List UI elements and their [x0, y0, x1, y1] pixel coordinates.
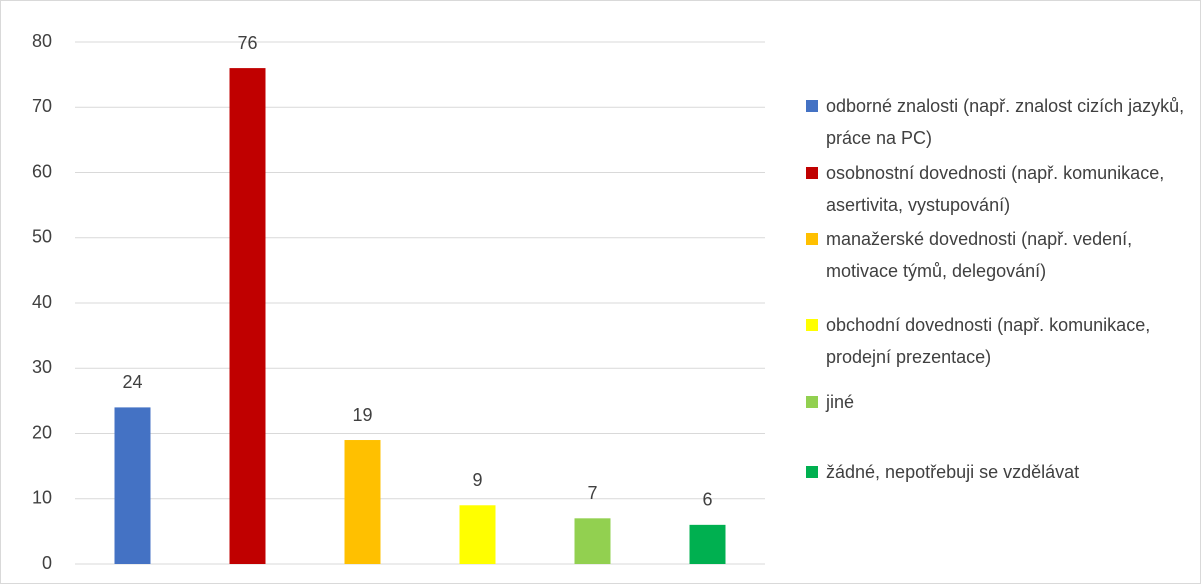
bar — [114, 407, 151, 564]
y-tick-label: 50 — [32, 227, 52, 247]
legend-swatch — [806, 466, 818, 478]
legend-item: manažerské dovednosti (např. vedení, mot… — [806, 223, 1196, 287]
legend-label: žádné, nepotřebuji se vzdělávat — [826, 462, 1080, 482]
legend-swatch — [806, 233, 818, 245]
legend-label: manažerské dovednosti (např. vedení, mot… — [826, 229, 1133, 281]
legend-item: jiné — [806, 386, 1196, 418]
legend-item: odborné znalosti (např. znalost cizích j… — [806, 90, 1196, 154]
legend-item: osobnostní dovednosti (např. komunikace,… — [806, 157, 1196, 221]
y-tick-label: 20 — [32, 422, 52, 442]
bar — [689, 524, 726, 564]
bar — [344, 440, 381, 564]
value-label: 76 — [237, 33, 257, 53]
legend-swatch — [806, 319, 818, 331]
legend-label: osobnostní dovednosti (např. komunikace,… — [826, 163, 1165, 215]
legend-item: žádné, nepotřebuji se vzdělávat — [806, 456, 1196, 488]
legend-swatch — [806, 167, 818, 179]
legend-label: odborné znalosti (např. znalost cizích j… — [826, 96, 1185, 148]
legend-swatch — [806, 100, 818, 112]
value-label: 7 — [587, 483, 597, 503]
value-label: 24 — [122, 372, 142, 392]
value-label: 19 — [352, 405, 372, 425]
y-tick-label: 60 — [32, 161, 52, 181]
bar — [459, 505, 496, 564]
y-tick-label: 30 — [32, 357, 52, 377]
y-tick-label: 70 — [32, 96, 52, 116]
y-tick-label: 40 — [32, 292, 52, 312]
legend-label: obchodní dovednosti (např. komunikace, p… — [826, 315, 1151, 367]
value-label: 6 — [702, 490, 712, 510]
y-tick-label: 10 — [32, 488, 52, 508]
y-tick-label: 80 — [32, 31, 52, 51]
legend-label: jiné — [826, 392, 855, 412]
y-tick-label: 0 — [42, 553, 52, 573]
legend-swatch — [806, 396, 818, 408]
bar — [574, 518, 611, 564]
legend-item: obchodní dovednosti (např. komunikace, p… — [806, 309, 1196, 373]
value-label: 9 — [472, 470, 482, 490]
bar — [229, 68, 266, 564]
